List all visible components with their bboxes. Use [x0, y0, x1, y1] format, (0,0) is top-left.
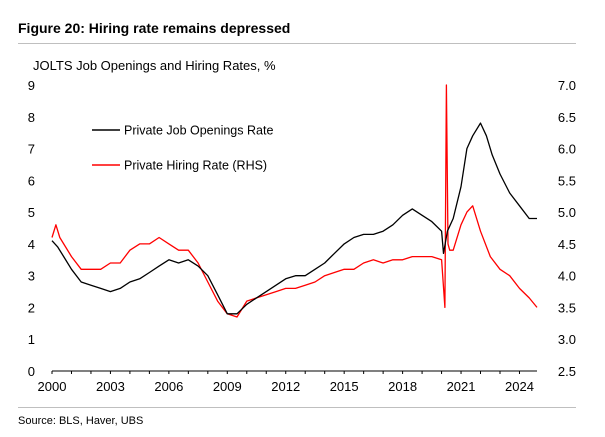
figure-title: Figure 20: Hiring rate remains depressed	[18, 20, 291, 36]
legend-label: Private Hiring Rate (RHS)	[124, 159, 267, 173]
y-left-tick-label: 0	[28, 364, 35, 379]
y-right-tick-label: 5.0	[558, 205, 576, 220]
x-tick-label: 2003	[96, 379, 125, 394]
y-right-tick-label: 7.0	[558, 78, 576, 93]
y-left-tick-label: 4	[28, 237, 35, 252]
y-right-tick-label: 6.0	[558, 142, 576, 157]
x-tick-label: 2024	[505, 379, 534, 394]
y-left-tick-label: 3	[28, 269, 35, 284]
x-tick-label: 2009	[213, 379, 242, 394]
chart-title: JOLTS Job Openings and Hiring Rates, %	[33, 58, 276, 73]
x-tick-label: 2012	[271, 379, 300, 394]
y-axis-right: 2.5 3.0 3.5 4.0 4.5 5.0 5.5 6.0 6.5 7.0	[558, 78, 576, 379]
legend-label: Private Job Openings Rate	[124, 124, 273, 138]
y-right-tick-label: 4.5	[558, 237, 576, 252]
y-left-tick-label: 8	[28, 110, 35, 125]
title-divider	[18, 43, 576, 44]
y-axis-left: 0 1 2 3 4 5 6 7 8 9	[28, 78, 35, 379]
y-right-tick-label: 3.0	[558, 332, 576, 347]
y-left-tick-label: 7	[28, 142, 35, 157]
legend: Private Job Openings Rate Private Hiring …	[92, 124, 273, 173]
y-left-tick-label: 5	[28, 205, 35, 220]
series-group	[51, 84, 538, 318]
y-right-tick-label: 3.5	[558, 300, 576, 315]
source-note: Source: BLS, Haver, UBS	[18, 415, 144, 427]
source-divider	[18, 407, 576, 408]
x-tick-label: 2018	[388, 379, 417, 394]
y-left-tick-label: 6	[28, 173, 35, 188]
y-right-tick-label: 4.0	[558, 269, 576, 284]
y-left-tick-label: 9	[28, 78, 35, 93]
x-tick-label: 2015	[330, 379, 359, 394]
x-axis: 2000 2003 2006 2009 2012 2015 2018 2021 2024	[38, 370, 537, 394]
x-tick-label: 2000	[38, 379, 67, 394]
y-left-tick-label: 2	[28, 300, 35, 315]
y-left-tick-label: 1	[28, 332, 35, 347]
x-tick-label: 2021	[447, 379, 476, 394]
series-line-hiring-rate	[51, 84, 538, 318]
y-right-tick-label: 2.5	[558, 364, 576, 379]
y-right-tick-label: 6.5	[558, 110, 576, 125]
y-right-tick-label: 5.5	[558, 173, 576, 188]
series-line-job-openings	[51, 122, 537, 315]
x-tick-label: 2006	[154, 379, 183, 394]
